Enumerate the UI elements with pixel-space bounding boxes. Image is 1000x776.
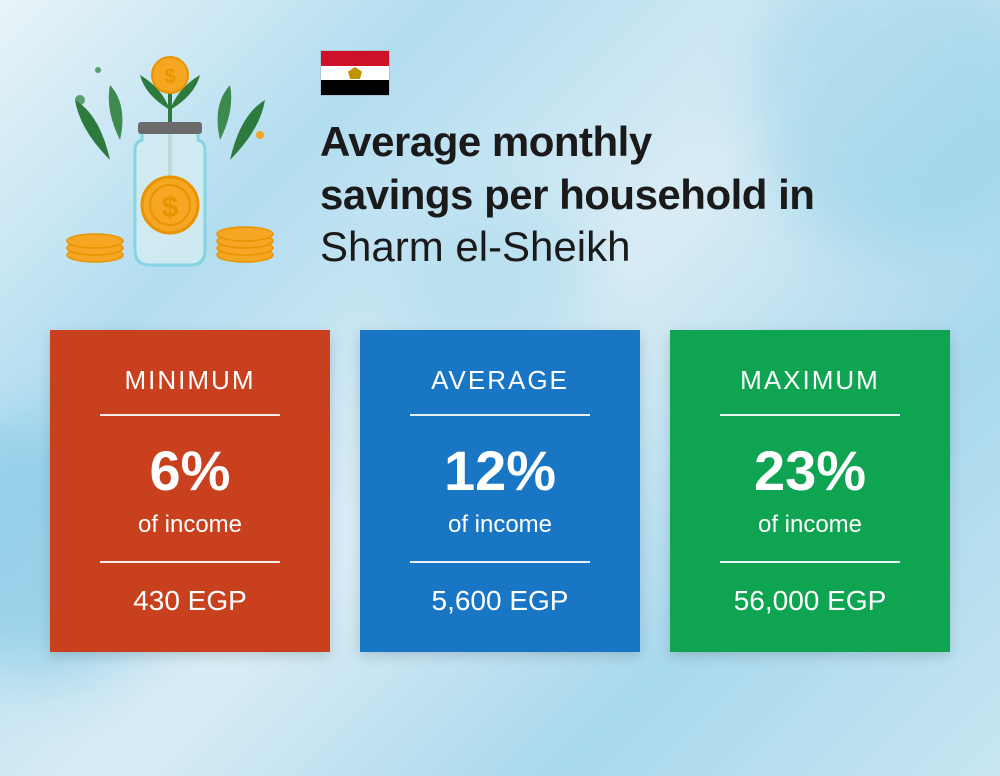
savings-jar-illustration: $ $	[50, 40, 290, 280]
title-line-1: Average monthly	[320, 116, 950, 169]
card-label: MAXIMUM	[700, 365, 920, 396]
card-label: MINIMUM	[80, 365, 300, 396]
card-percent: 12%	[390, 438, 610, 503]
card-desc: of income	[700, 511, 920, 539]
title-location: Sharm el-Sheikh	[320, 221, 950, 274]
card-percent: 6%	[80, 438, 300, 503]
svg-text:$: $	[164, 66, 175, 88]
title-line-2: savings per household in	[320, 169, 950, 222]
minimum-card: MINIMUM 6% of income 430 EGP	[50, 330, 330, 652]
egypt-flag-icon	[320, 50, 390, 96]
card-desc: of income	[390, 511, 610, 539]
maximum-card: MAXIMUM 23% of income 56,000 EGP	[670, 330, 950, 652]
card-amount: 56,000 EGP	[700, 585, 920, 617]
svg-text:$: $	[162, 191, 179, 224]
header-section: $ $ Average monthly savings per househol…	[50, 40, 950, 280]
divider	[410, 561, 590, 563]
card-percent: 23%	[700, 438, 920, 503]
card-label: AVERAGE	[390, 365, 610, 396]
divider	[100, 414, 280, 416]
card-amount: 430 EGP	[80, 585, 300, 617]
card-desc: of income	[80, 511, 300, 539]
divider	[720, 414, 900, 416]
main-container: $ $ Average monthly savings per househol…	[0, 0, 1000, 776]
stats-cards-row: MINIMUM 6% of income 430 EGP AVERAGE 12%…	[50, 330, 950, 652]
divider	[720, 561, 900, 563]
divider	[100, 561, 280, 563]
average-card: AVERAGE 12% of income 5,600 EGP	[360, 330, 640, 652]
divider	[410, 414, 590, 416]
title-section: Average monthly savings per household in…	[320, 40, 950, 274]
card-amount: 5,600 EGP	[390, 585, 610, 617]
